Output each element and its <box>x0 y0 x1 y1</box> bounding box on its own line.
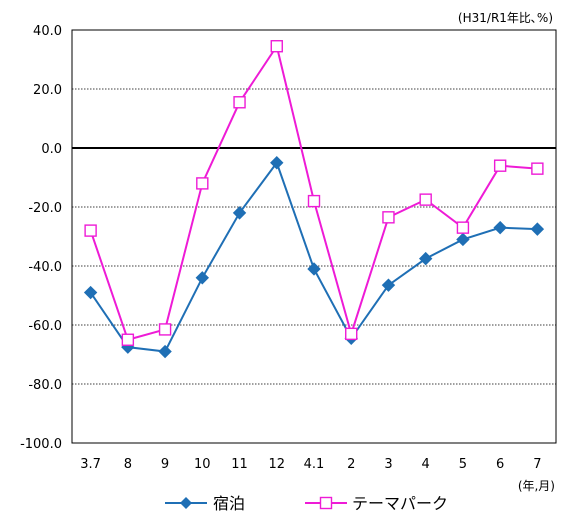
x-tick-label: 7 <box>533 457 541 472</box>
data-point <box>232 206 247 220</box>
legend: 宿泊 テーマパーク <box>165 494 448 513</box>
data-point <box>84 224 97 237</box>
data-point <box>382 211 395 224</box>
data-point <box>419 193 432 206</box>
x-tick-label: 2 <box>347 457 355 472</box>
plot-border <box>71 29 557 444</box>
data-point <box>195 271 210 285</box>
data-point <box>418 251 433 266</box>
legend-item-1: 宿泊 <box>165 494 245 513</box>
x-tick-label: 9 <box>161 457 169 472</box>
legend-marker <box>319 496 333 510</box>
data-point <box>83 285 98 300</box>
data-point <box>270 40 283 53</box>
data-point <box>307 194 321 208</box>
x-tick-label: 6 <box>496 457 504 472</box>
data-point <box>493 220 507 235</box>
x-tick-label: 12 <box>268 457 285 472</box>
legend-label: 宿泊 <box>213 494 245 513</box>
data-point <box>345 327 358 341</box>
x-tick-label: 5 <box>459 457 467 472</box>
x-tick-label: 4.1 <box>304 457 325 472</box>
data-point <box>456 232 470 247</box>
y-tick-label: 20.0 <box>33 83 62 98</box>
x-tick-label: 4 <box>422 457 430 472</box>
units-label: (H31/R1年比､%) <box>458 11 553 25</box>
x-axis-note: (年,月) <box>518 479 555 493</box>
x-tick-label: 11 <box>231 457 248 472</box>
data-point <box>196 177 209 190</box>
plot-area <box>71 29 557 444</box>
legend-label: テーマパーク <box>352 494 448 513</box>
y-tick-label: -60.0 <box>28 319 62 334</box>
series-line <box>89 43 538 341</box>
data-point <box>530 222 545 236</box>
y-tick-label: 0.0 <box>41 142 62 157</box>
x-axis-ticks: 3.7 8 9 10 11 12 4.1 2 3 4 5 6 7 <box>80 457 541 472</box>
y-tick-label: -100.0 <box>20 437 62 452</box>
legend-item-2: テーマパーク <box>305 494 448 513</box>
data-point <box>307 262 321 276</box>
data-point <box>456 221 470 234</box>
y-tick-label: -80.0 <box>28 378 62 393</box>
series-group <box>83 40 545 359</box>
gridlines <box>72 88 556 385</box>
y-tick-label: -40.0 <box>28 260 62 275</box>
series-line <box>89 160 538 353</box>
y-axis-ticks: 40.0 20.0 0.0 -20.0 -40.0 -60.0 -80.0 -100.0 <box>20 24 62 452</box>
x-tick-label: 8 <box>124 457 132 472</box>
data-point <box>493 159 507 172</box>
legend-marker <box>180 497 192 509</box>
series-2 <box>84 40 544 346</box>
data-point <box>381 278 396 292</box>
data-point <box>531 162 544 175</box>
x-tick-label: 3.7 <box>80 457 101 472</box>
data-point <box>121 333 135 346</box>
y-tick-label: 40.0 <box>33 24 62 39</box>
data-point <box>158 344 172 359</box>
x-tick-label: 10 <box>194 457 211 472</box>
data-point <box>158 323 172 336</box>
x-tick-label: 3 <box>384 457 392 472</box>
data-point <box>270 156 284 170</box>
data-point <box>233 96 246 109</box>
y-tick-label: -20.0 <box>28 201 62 216</box>
series-1 <box>83 156 545 359</box>
